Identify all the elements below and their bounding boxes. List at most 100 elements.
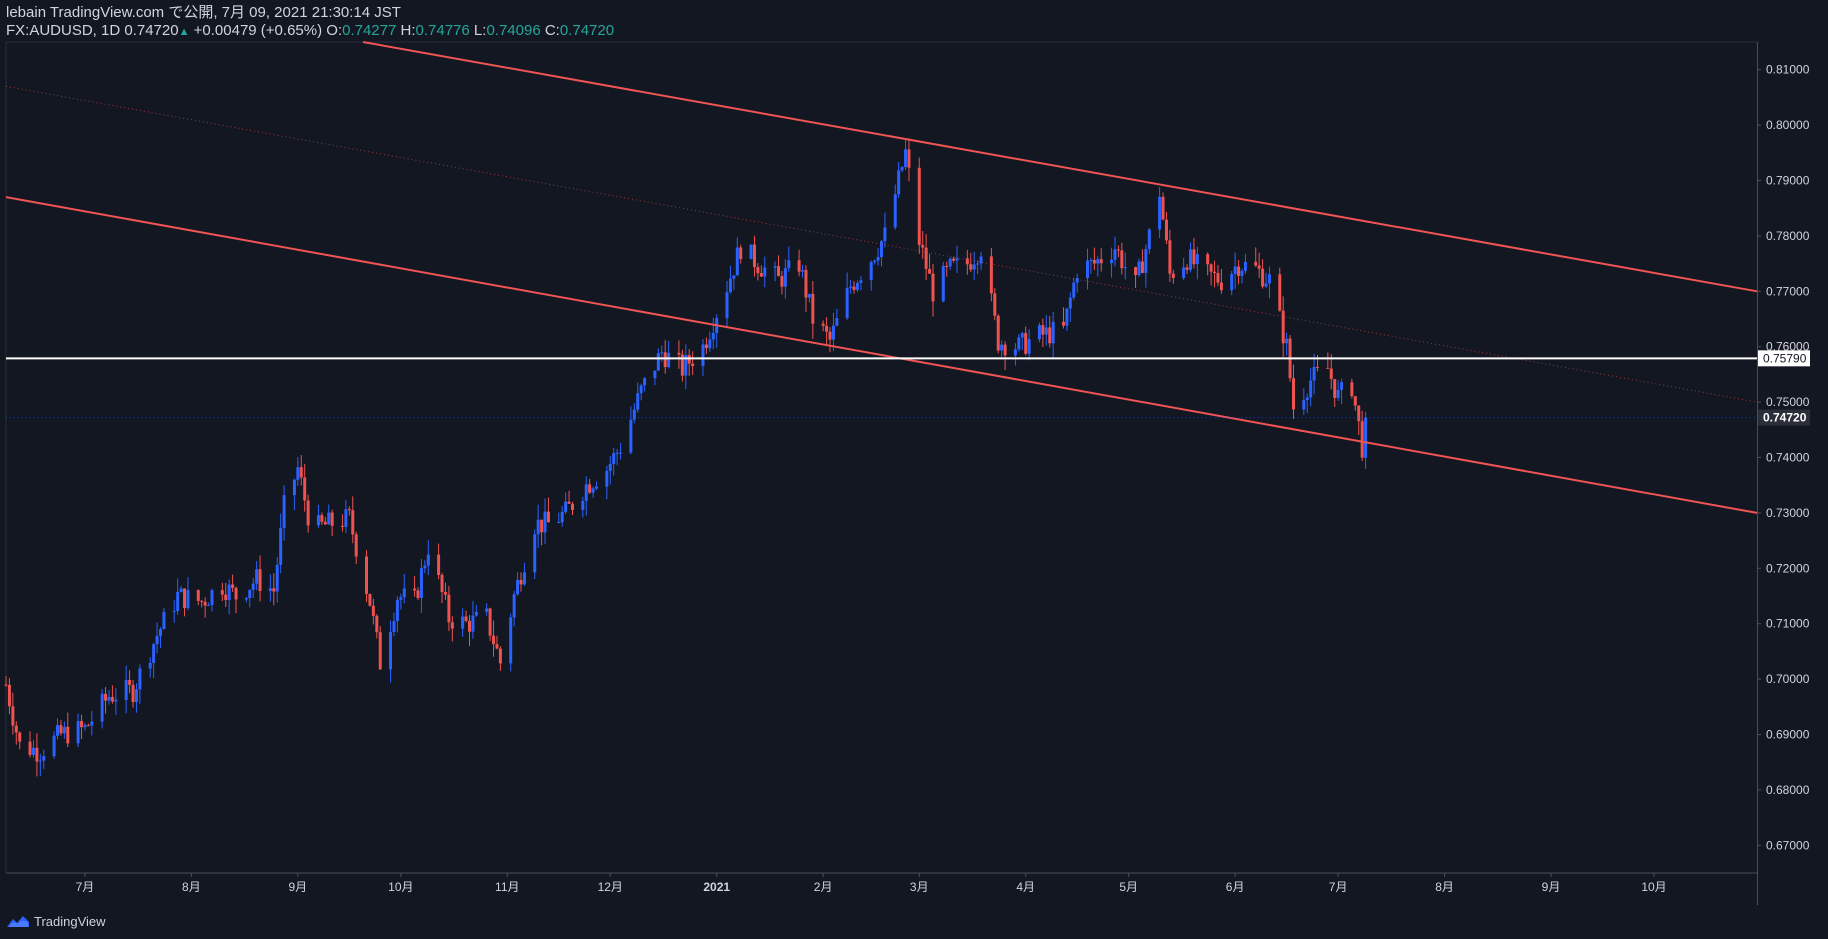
candle	[756, 263, 760, 281]
candle	[18, 731, 22, 750]
candle	[1134, 266, 1138, 288]
time-axis[interactable]: 7月 8月 9月 10月 11月 12月 2021 2月 3月 4月 5月 6月 7月 8月 9月 10月	[76, 873, 1667, 894]
candle-body	[1305, 397, 1309, 401]
candle-body	[35, 747, 39, 762]
candle-body	[945, 265, 949, 267]
candle	[327, 504, 331, 525]
x-tick-label: 3月	[910, 880, 929, 894]
candle-body	[804, 270, 808, 298]
candle	[275, 557, 279, 603]
candle	[1024, 326, 1028, 356]
candle	[540, 519, 544, 546]
candle-body	[11, 706, 15, 726]
candle-body	[59, 725, 63, 734]
candle	[110, 685, 114, 704]
candle	[1137, 258, 1141, 277]
candle	[1285, 332, 1289, 356]
candle-body	[924, 247, 928, 269]
candle-body	[1120, 250, 1124, 269]
candle	[1065, 308, 1069, 332]
candle	[1336, 379, 1340, 401]
candle	[811, 281, 815, 339]
candle-body	[801, 270, 805, 272]
candle-body	[1360, 421, 1364, 458]
candle-body	[1020, 333, 1024, 338]
candle	[1292, 364, 1295, 419]
candle	[773, 261, 777, 282]
candle-body	[90, 721, 94, 726]
candle	[869, 260, 873, 291]
candle	[244, 597, 248, 603]
candle	[825, 317, 829, 345]
candles-layer	[4, 138, 1368, 777]
candle	[183, 588, 187, 617]
candle	[258, 555, 262, 602]
candle-body	[993, 293, 997, 316]
y-tick-label: 0.77000	[1766, 284, 1810, 298]
candle-body	[972, 264, 976, 270]
candle	[615, 448, 619, 466]
candle	[1185, 264, 1189, 275]
tradingview-brand[interactable]: TradingView	[34, 913, 106, 929]
candle	[1072, 278, 1076, 301]
candle-body	[437, 554, 441, 575]
candle	[1164, 211, 1168, 245]
candle-body	[777, 266, 780, 277]
y-tick-label: 0.73000	[1766, 506, 1810, 520]
candle-body	[1134, 267, 1138, 275]
symbol-label[interactable]: FX:AUDUSD, 1D	[6, 22, 121, 39]
candle	[952, 256, 956, 263]
candle-body	[1171, 273, 1175, 278]
tradingview-logo-icon[interactable]	[6, 914, 30, 928]
candle	[488, 607, 492, 642]
candle	[128, 670, 132, 694]
candle-body	[1230, 273, 1234, 291]
candle-body	[1092, 259, 1096, 264]
candle	[196, 589, 200, 606]
candle-body	[426, 554, 430, 566]
candle	[38, 753, 42, 777]
change-value: +0.00479 (+0.65%)	[193, 22, 323, 39]
candle-body	[928, 268, 932, 274]
candle-body	[419, 568, 423, 599]
price-chart[interactable]: 0.81000 0.80000 0.79000 0.78000 0.77000 0.760…	[0, 0, 1828, 905]
price-axis[interactable]: 0.81000 0.80000 0.79000 0.78000 0.77000 0.760…	[1757, 63, 1810, 853]
candle-body	[371, 605, 375, 616]
drawings-layer	[5, 41, 1758, 514]
candle-body	[752, 244, 756, 268]
candle	[1120, 242, 1124, 275]
candle	[296, 457, 300, 486]
candle-body	[519, 579, 523, 585]
horizontal-line-label: 0.75790	[1763, 351, 1807, 365]
candle	[224, 582, 228, 607]
candle	[546, 497, 550, 523]
candle-body	[80, 720, 84, 728]
candle	[1243, 253, 1247, 274]
candle	[1254, 247, 1258, 267]
candle-body	[560, 511, 564, 523]
candle	[522, 562, 526, 586]
candle	[255, 561, 259, 591]
candle-body	[897, 170, 901, 195]
candle-body	[1281, 310, 1285, 344]
candle	[419, 559, 423, 613]
candle	[1189, 242, 1192, 273]
candle	[1158, 187, 1162, 238]
candle-body	[52, 735, 56, 757]
candle	[1061, 307, 1065, 329]
candle	[279, 513, 283, 574]
candle-body	[1024, 333, 1028, 354]
candle-body	[344, 509, 348, 527]
candle	[378, 626, 382, 670]
candle	[897, 162, 901, 199]
candle-body	[1329, 368, 1333, 380]
candle-body	[605, 470, 609, 487]
x-tick-label: 11月	[495, 880, 519, 894]
candle	[835, 308, 839, 327]
candle-body	[1264, 283, 1268, 287]
candle	[176, 578, 180, 615]
candle-body	[272, 588, 276, 592]
candle	[684, 344, 688, 390]
candle-body	[1147, 229, 1151, 250]
candle-body	[275, 564, 279, 592]
